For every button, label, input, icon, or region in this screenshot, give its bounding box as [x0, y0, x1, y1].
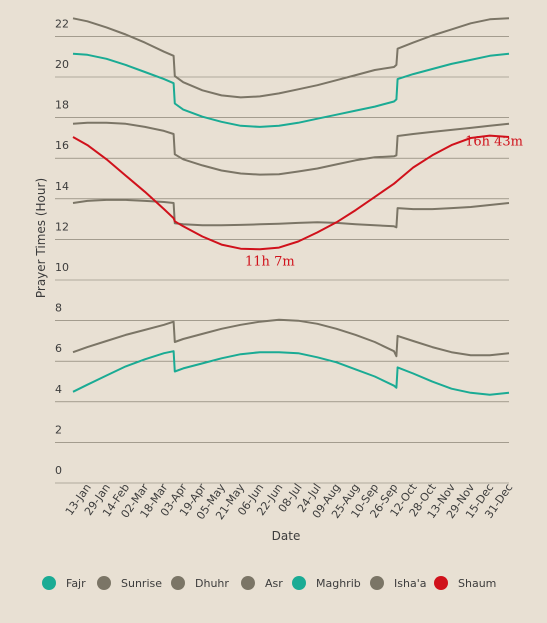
- legend-swatch[interactable]: [292, 576, 306, 590]
- y-axis-title: Prayer Times (Hour): [34, 178, 48, 298]
- legend-swatch[interactable]: [42, 576, 56, 590]
- series-line-sunrise: [72, 318, 510, 358]
- legend-label[interactable]: Maghrib: [316, 577, 361, 590]
- series-line-shaum: [72, 134, 510, 251]
- annotation-label: 16h 43m: [465, 135, 523, 150]
- x-axis-ticks: 13-Jan29-Jan14-Feb02-Mar18-Mar03-Apr19-A…: [63, 481, 516, 522]
- series-line-fajr: [72, 350, 510, 396]
- y-tick-label: 16: [55, 139, 69, 152]
- series-lines: [72, 17, 510, 396]
- annotations: 16h 43m 11h 7m: [245, 135, 523, 270]
- legend-swatch[interactable]: [241, 576, 255, 590]
- series-line-maghrib: [72, 52, 510, 128]
- y-tick-label: 22: [55, 17, 69, 30]
- x-axis-title: Date: [272, 529, 301, 543]
- legend-label[interactable]: Fajr: [66, 577, 86, 590]
- legend-label[interactable]: Shaum: [458, 577, 496, 590]
- legend-swatch[interactable]: [434, 576, 448, 590]
- series-line-isha-a: [72, 17, 510, 99]
- y-tick-label: 12: [55, 220, 69, 233]
- y-tick-label: 0: [55, 464, 62, 477]
- series-line-dhuhr: [72, 198, 510, 229]
- legend-swatch[interactable]: [370, 576, 384, 590]
- y-tick-label: 8: [55, 302, 62, 315]
- series-line-asr: [72, 121, 510, 176]
- y-tick-label: 14: [55, 180, 69, 193]
- legend-label[interactable]: Dhuhr: [195, 577, 229, 590]
- legend-swatch[interactable]: [171, 576, 185, 590]
- y-tick-label: 18: [55, 99, 69, 112]
- annotation-label: 11h 7m: [245, 254, 295, 269]
- y-tick-label: 6: [55, 342, 62, 355]
- legend-label[interactable]: Asr: [265, 577, 283, 590]
- y-tick-label: 20: [55, 58, 69, 71]
- legend-label[interactable]: Isha'a: [394, 577, 426, 590]
- legend-swatch[interactable]: [97, 576, 111, 590]
- y-axis-ticks: 0 2 4 6 8 10 12 14 16 18 20 22: [55, 17, 69, 477]
- legend-label[interactable]: Sunrise: [121, 577, 162, 590]
- y-tick-label: 2: [55, 423, 62, 436]
- y-tick-label: 10: [55, 261, 69, 274]
- y-tick-label: 4: [55, 383, 62, 396]
- legend: Fajr Sunrise Dhuhr Asr Maghrib Isha'a Shaum: [42, 576, 496, 590]
